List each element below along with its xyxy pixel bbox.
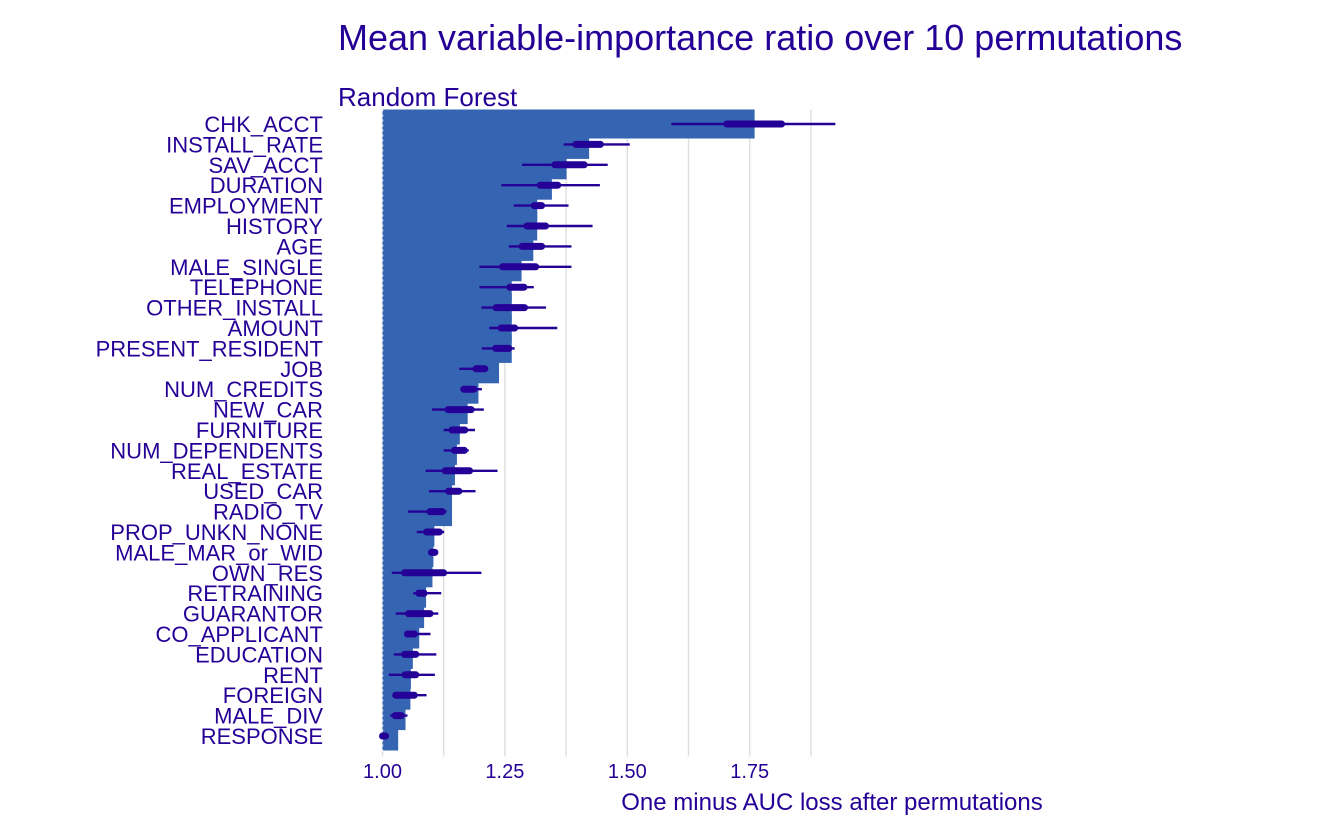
category-labels: CHK_ACCTINSTALL_RATESAV_ACCTDURATIONEMPL… xyxy=(96,112,324,749)
category-label: EDUCATION xyxy=(195,642,323,667)
x-tick-label: 1.50 xyxy=(608,761,647,783)
category-label: CO_APPLICANT xyxy=(156,622,324,647)
category-label: FOREIGN xyxy=(223,683,323,708)
chart-title: Mean variable-importance ratio over 10 p… xyxy=(338,17,1182,58)
category-label: SAV_ACCT xyxy=(208,153,323,178)
x-tick-label: 1.00 xyxy=(363,761,402,783)
category-label: EMPLOYMENT xyxy=(169,194,323,219)
category-label: NUM_DEPENDENTS xyxy=(110,438,323,463)
bar-response xyxy=(382,721,399,751)
category-label: RESPONSE xyxy=(201,724,323,749)
whiskers xyxy=(379,120,836,740)
category-label: GUARANTOR xyxy=(183,602,323,627)
category-label: JOB xyxy=(280,357,323,382)
category-label: CHK_ACCT xyxy=(204,112,323,137)
category-label: PRESENT_RESIDENT xyxy=(96,336,323,361)
category-label: AGE xyxy=(277,234,323,259)
category-label: RETRAINING xyxy=(187,581,323,606)
category-label: NEW_CAR xyxy=(213,398,323,423)
category-label: USED_CAR xyxy=(203,479,323,504)
category-label: MALE_SINGLE xyxy=(170,255,323,280)
category-label: MALE_MAR_or_WID xyxy=(115,540,323,565)
category-label: HISTORY xyxy=(226,214,323,239)
chart-subtitle: Random Forest xyxy=(338,82,518,112)
x-tick-label: 1.75 xyxy=(730,761,769,783)
x-tick-label: 1.25 xyxy=(485,761,524,783)
bars xyxy=(382,109,755,751)
category-label: MALE_DIV xyxy=(214,704,323,729)
category-label: RADIO_TV xyxy=(213,500,323,525)
category-label: INSTALL_RATE xyxy=(166,132,323,157)
category-label: TELEPHONE xyxy=(190,275,323,300)
x-axis-label: One minus AUC loss after permutations xyxy=(621,789,1043,816)
category-label: OWN_RES xyxy=(212,561,323,586)
category-label: RENT xyxy=(263,663,323,688)
x-tick-labels: 1.00 1.25 1.50 1.75 xyxy=(363,761,769,783)
category-label: REAL_ESTATE xyxy=(171,459,323,484)
category-label: AMOUNT xyxy=(228,316,323,341)
category-label: OTHER_INSTALL xyxy=(146,296,323,321)
category-label: PROP_UNKN_NONE xyxy=(110,520,323,545)
category-label: DURATION xyxy=(210,173,323,198)
category-label: FURNITURE xyxy=(196,418,323,443)
category-label: NUM_CREDITS xyxy=(164,377,323,402)
